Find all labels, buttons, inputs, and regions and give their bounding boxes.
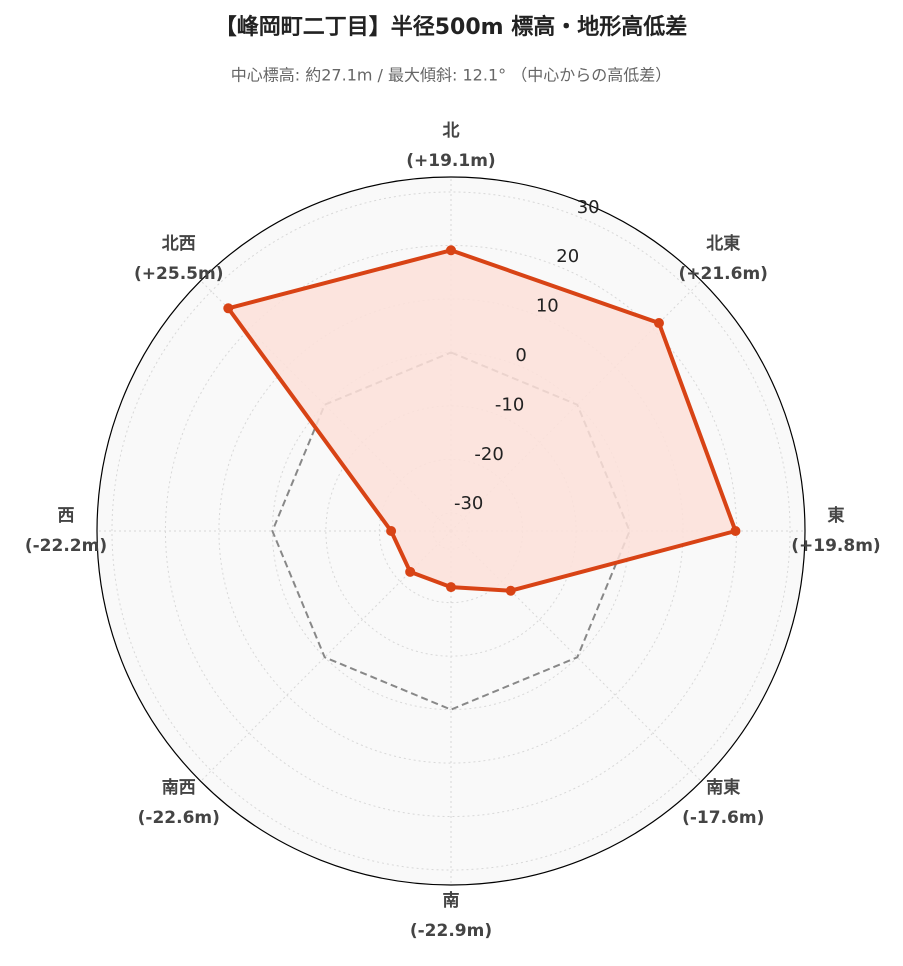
data-point [505,585,516,596]
category-label: 南東 [706,777,740,798]
category-label: 北 [443,121,460,141]
category-label: 南 [443,890,460,911]
data-point [446,245,456,256]
data-point [446,582,456,593]
radial-tick-label: 0 [515,345,526,366]
data-point [223,303,234,314]
category-label: 西 [58,506,75,526]
radial-tick-label: 30 [577,197,600,218]
value-label: (-17.6m) [682,808,764,828]
grid-circle [111,191,791,871]
value-label: (+19.1m) [406,151,495,171]
category-label: 南西 [162,777,196,798]
radial-tick-label: -10 [495,394,524,415]
data-point [653,318,664,329]
category-label: 東 [828,505,845,526]
value-label: (-22.9m) [410,921,492,941]
category-label: 北東 [706,233,740,254]
value-label: (+25.5m) [134,264,223,284]
grid-spoke [450,530,702,782]
data-point [730,526,741,536]
value-label: (+19.8m) [791,536,880,556]
chart-title: 【峰岡町二丁目】半径500m 標高・地形高低差 [215,14,688,40]
radial-tick-label: 20 [556,246,579,267]
chart-subtitle: 中心標高: 約27.1m / 最大傾斜: 12.1° （中心からの高低差） [231,66,671,85]
radial-tick-label: 10 [536,296,559,317]
radial-tick-label: -30 [454,493,483,514]
value-label: (-22.2m) [25,536,107,556]
value-label: (+21.6m) [679,264,768,284]
data-point [386,526,397,536]
grid-spoke [200,530,452,782]
radial-tick-label: -20 [474,444,503,465]
data-point [405,566,416,577]
plot-border [96,176,806,886]
value-label: (-22.6m) [138,808,220,828]
category-label: 北西 [162,234,196,254]
